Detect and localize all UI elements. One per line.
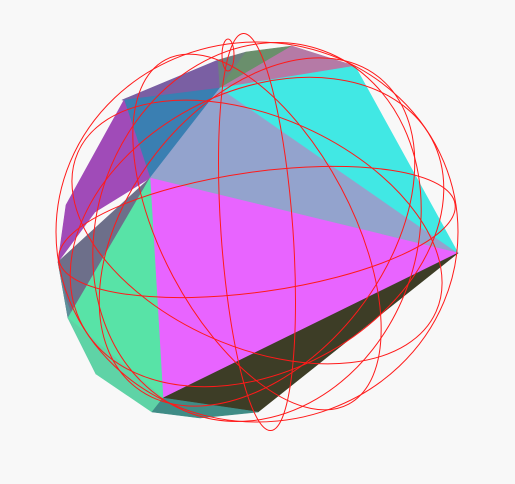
polyhedron-scene: [0, 0, 515, 484]
viewport: [0, 0, 515, 484]
